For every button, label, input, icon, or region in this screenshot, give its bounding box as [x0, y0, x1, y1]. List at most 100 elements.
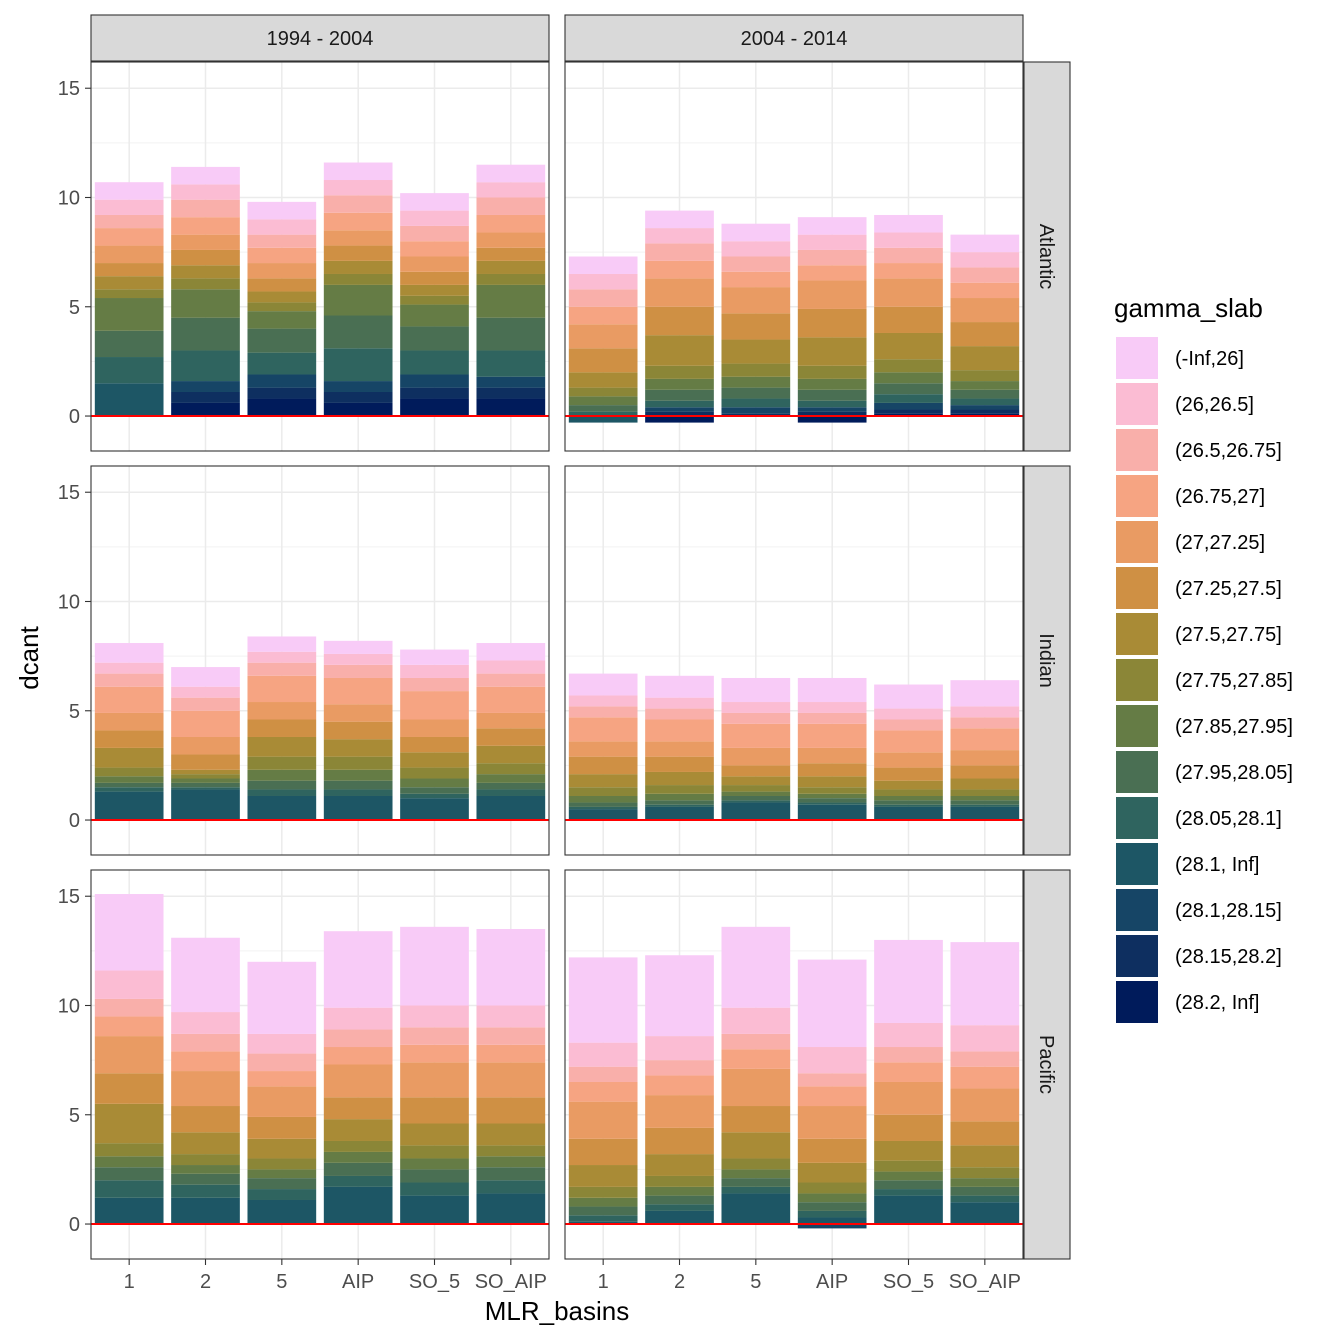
bar-segment — [476, 260, 546, 274]
bar-segment — [950, 728, 1020, 751]
bar-segment — [323, 381, 393, 392]
y-tick-label: 5 — [69, 297, 80, 319]
bar-segment — [171, 350, 240, 382]
bar-segment — [171, 754, 240, 770]
bar-segment — [950, 1167, 1020, 1179]
bar-segment — [476, 712, 546, 729]
legend-swatch — [1116, 613, 1158, 655]
bar-segment — [171, 667, 240, 687]
bar-segment — [645, 1154, 714, 1176]
bar-segment — [171, 697, 240, 711]
bar-segment — [645, 793, 714, 801]
bar-segment — [874, 413, 943, 417]
bar-segment — [874, 1180, 943, 1190]
panel-background — [91, 466, 549, 855]
bar-segment — [171, 1197, 240, 1225]
y-tick-label: 5 — [69, 701, 80, 723]
bar-segment — [476, 789, 546, 796]
bar-segment — [247, 780, 317, 790]
bar-segment — [247, 636, 317, 652]
facet-panel — [90, 61, 550, 452]
bar-segment — [645, 400, 714, 408]
bar-segment — [721, 723, 791, 748]
bar-segment — [950, 1186, 1020, 1196]
legend-label: (27.75,27.85] — [1175, 670, 1293, 692]
bar-segment — [797, 793, 867, 799]
legend-swatch — [1116, 383, 1158, 425]
bar-segment — [400, 1005, 469, 1028]
bar-segment — [874, 789, 943, 796]
bar-segment — [247, 1138, 317, 1159]
bar-segment — [476, 247, 546, 261]
bar-segment — [400, 326, 469, 351]
bar-segment — [94, 1073, 164, 1104]
bar-segment — [400, 1027, 469, 1045]
bar-segment — [94, 298, 164, 331]
bar-segment — [400, 295, 469, 305]
bar-segment — [94, 214, 164, 229]
bar-segment — [797, 308, 867, 338]
panel-border — [564, 61, 1024, 452]
bar-segment — [874, 1047, 943, 1063]
bar-segment — [400, 398, 469, 417]
bar-segment — [645, 389, 714, 401]
bar-segment — [171, 381, 240, 392]
bar-segment — [950, 282, 1020, 299]
bar-segment — [721, 776, 791, 786]
bar-segment — [721, 387, 791, 399]
legend-swatch — [1116, 475, 1158, 517]
bar-segment — [950, 778, 1020, 790]
bar-segment — [400, 1062, 469, 1098]
bar-segment — [247, 398, 317, 417]
bar-segment — [950, 1051, 1020, 1067]
bar-segment — [721, 1178, 791, 1187]
bar-segment — [874, 780, 943, 790]
bar-segment — [476, 214, 546, 233]
bar-segment — [323, 739, 393, 757]
bar-segment — [94, 383, 164, 417]
bar-segment — [568, 387, 638, 397]
bar-segment — [797, 280, 867, 309]
bar-segment — [950, 1121, 1020, 1146]
x-tick-label: 2 — [200, 1271, 211, 1293]
bar-segment — [247, 352, 317, 375]
bar-segment — [171, 234, 240, 250]
bar-segment — [323, 1047, 393, 1065]
bar-segment — [476, 376, 546, 388]
bar-segment — [568, 957, 638, 1043]
bar-segment — [323, 212, 393, 231]
bar-segment — [797, 1217, 867, 1225]
bar-segment — [94, 787, 164, 792]
bar-segment — [476, 317, 546, 351]
bar-segment — [645, 785, 714, 794]
bar-segment — [171, 166, 240, 185]
bar-segment — [721, 800, 791, 803]
bar-segment — [247, 263, 317, 279]
legend-swatch — [1116, 429, 1158, 471]
bar-segment — [645, 1195, 714, 1205]
bar-segment — [797, 411, 867, 417]
bar-segment — [950, 346, 1020, 371]
bar-segment — [476, 232, 546, 248]
bar-segment — [171, 710, 240, 737]
bar-segment — [721, 926, 791, 1008]
bar-segment — [476, 782, 546, 790]
bar-segment — [645, 804, 714, 807]
facet-strip-column-label: 2004 - 2014 — [741, 28, 848, 50]
bar-segment — [323, 1029, 393, 1048]
bar-segment — [950, 1195, 1020, 1203]
bar-segment — [950, 370, 1020, 382]
bar-segment — [721, 747, 791, 766]
bar-segment — [950, 267, 1020, 283]
bar-segment — [476, 1123, 546, 1146]
facet-panel — [564, 61, 1024, 452]
bar-segment — [874, 708, 943, 720]
bar-segment — [323, 315, 393, 349]
bar-segment — [950, 409, 1020, 414]
bar-segment — [476, 1156, 546, 1168]
bar-segment — [171, 278, 240, 290]
bar-segment — [94, 894, 164, 971]
bar-segment — [568, 324, 638, 349]
bar-segment — [171, 1106, 240, 1133]
facet-strip-row — [1023, 869, 1071, 1260]
